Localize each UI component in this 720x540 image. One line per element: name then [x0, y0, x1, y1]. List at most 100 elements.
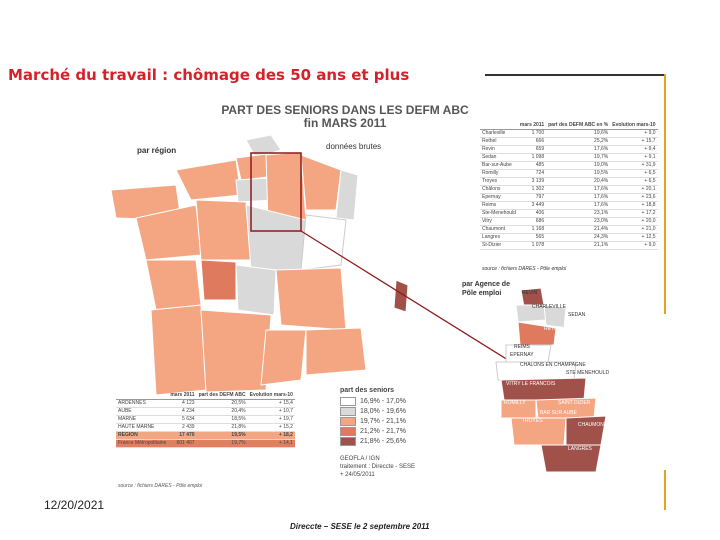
- legend-label: 19,7% - 21,1%: [360, 417, 406, 425]
- agence-cell: 666: [517, 137, 547, 146]
- agence-row: Vitry 686 23,0% + 20,0: [480, 217, 658, 226]
- region-cell: France Métropolitaine: [116, 439, 169, 448]
- agence-cell: 23,0%: [546, 217, 611, 226]
- agence-cell: + 23,6: [610, 193, 658, 202]
- agence-row: Rethel 666 25,2% + 15,7: [480, 137, 658, 146]
- region-cell: + 15,2: [247, 423, 295, 432]
- slide-title: Marché du travail : chômage des 50 ans e…: [8, 66, 410, 84]
- agence-map-label: par Agence de Pôle emploi: [462, 280, 510, 298]
- agence-col-0: [480, 122, 518, 130]
- agence-cell: Ste-Menehould: [480, 209, 518, 218]
- region-table: mars 2011 part des DEFM ABC Evolution ma…: [116, 392, 295, 448]
- agence-cell: + 6,5: [610, 177, 658, 186]
- legend-item: 16,9% - 17,0%: [340, 396, 406, 406]
- agence-row: Sedan 1 098 19,7% + 9,1: [480, 153, 658, 162]
- geo-line2: traitement : Direccte - SESE: [340, 464, 416, 470]
- city-label: BAR SUR AUBE: [540, 410, 577, 416]
- agence-cell: St-Dizier: [480, 241, 518, 250]
- agence-map: [495, 287, 607, 473]
- region-row: REGION 17 470 19,5% + 18,2: [116, 431, 295, 440]
- region-col-2: part des DEFM ABC: [196, 392, 248, 400]
- agence-cell: 797: [517, 193, 547, 202]
- agence-cell: Vitry: [480, 217, 518, 226]
- legend-label: 21,8% - 25,6%: [360, 437, 406, 445]
- agence-row: Langres 565 24,3% + 12,5: [480, 233, 658, 242]
- agence-cell: 1 168: [517, 225, 547, 234]
- city-label: VITRY LE FRANCOIS: [506, 381, 556, 387]
- agence-row: Ste-Menehould 406 23,1% + 17,2: [480, 209, 658, 218]
- agence-cell: + 9,1: [610, 153, 658, 162]
- legend-swatch: [340, 416, 356, 426]
- agence-row: Chaumont 1 168 21,4% + 21,0: [480, 225, 658, 234]
- agence-cell: 21,4%: [546, 225, 611, 234]
- legend-item: 21,2% - 21,7%: [340, 426, 406, 436]
- slide-footer: Direccte – SESE le 2 septembre 2011: [290, 522, 430, 531]
- agence-cell: + 12,5: [610, 233, 658, 242]
- region-limousin: [200, 259, 237, 301]
- agence-cell: Revin: [480, 145, 518, 154]
- region-cell: 20,4%: [196, 407, 248, 416]
- geo-line1: GEOFLA / IGN: [340, 456, 380, 462]
- city-label: CHALONS EN CHAMPAGNE: [520, 362, 586, 368]
- agence-cell: 17,6%: [546, 193, 611, 202]
- agence-cell: Rethel: [480, 137, 518, 146]
- region-col-0: [116, 392, 169, 400]
- agence-cell: + 9,0: [610, 241, 658, 250]
- agence-row: Charleville 1 700 19,6% + 9,0: [480, 129, 658, 138]
- agence-cell: 1 302: [517, 185, 547, 194]
- agence-row: St-Dizier 1 078 21,1% + 9,0: [480, 241, 658, 250]
- agence-cell: 17,6%: [546, 185, 611, 194]
- region-col-3: Evolution mars-10: [247, 392, 295, 400]
- agence-cell: 25,2%: [546, 137, 611, 146]
- region-lorraine: [300, 154, 342, 211]
- agence-cell: + 18,8: [610, 201, 658, 210]
- city-label: SAINT DIZIER: [558, 400, 591, 406]
- region-row: MARNE 5 634 18,5% + 19,7: [116, 415, 295, 424]
- agence-cell: + 9,0: [610, 129, 658, 138]
- region-cell: MARNE: [116, 415, 169, 424]
- figure-title-line2: fin MARS 2011: [303, 116, 387, 130]
- geo-line3: + 24/05/2011: [340, 472, 375, 478]
- france-map: [110, 134, 409, 396]
- agence-cell: + 20,1: [610, 185, 658, 194]
- agence-cell: + 17,2: [610, 209, 658, 218]
- accent-rule-lower: [664, 470, 666, 510]
- agence-row: Reims 3 449 17,6% + 18,8: [480, 201, 658, 210]
- city-label: TROYES: [522, 418, 543, 424]
- map-canvas: [110, 134, 607, 473]
- region-normandie: [175, 159, 242, 201]
- figure-title-line1: PART DES SENIORS DANS LES DEFM ABC: [221, 103, 469, 117]
- agence-label-line1: par Agence de: [462, 281, 510, 288]
- region-aquitaine: [150, 304, 207, 396]
- region-table-source: source : fichiers DARES - Pôle emploi: [118, 483, 203, 489]
- agence-cell: 19,0%: [546, 161, 611, 170]
- city-label: LANGRES: [568, 446, 592, 452]
- agence-cell: Chaumont: [480, 225, 518, 234]
- zone-langres: [540, 444, 602, 473]
- region-poitou: [145, 259, 202, 311]
- legend-label: 16,9% - 17,0%: [360, 397, 406, 405]
- legend-label: 21,2% - 21,7%: [360, 427, 406, 435]
- region-cell: 19,7%: [196, 439, 248, 448]
- agence-cell: 1 098: [517, 153, 547, 162]
- region-midi-pyrenees: [200, 309, 272, 393]
- agence-cell: + 21,0: [610, 225, 658, 234]
- agence-cell: Epernay: [480, 193, 518, 202]
- city-label: CHAUMONT: [578, 422, 607, 428]
- region-corse: [393, 279, 409, 313]
- agence-cell: 17,6%: [546, 201, 611, 210]
- legend-swatch: [340, 426, 356, 436]
- region-cell: + 10,7: [247, 407, 295, 416]
- agence-cell: 24,3%: [546, 233, 611, 242]
- region-row: AUBE 4 234 20,4% + 10,7: [116, 407, 295, 416]
- legend-swatch: [340, 436, 356, 446]
- region-cell: + 15,4: [247, 399, 295, 408]
- agence-cell: Romilly: [480, 169, 518, 178]
- region-franche-comte: [300, 214, 347, 271]
- region-cell: 19,5%: [196, 431, 248, 440]
- agence-cell: 23,1%: [546, 209, 611, 218]
- region-cell: 2 439: [168, 423, 197, 432]
- agence-cell: 19,7%: [546, 153, 611, 162]
- agence-row: Châlons 1 302 17,6% + 20,1: [480, 185, 658, 194]
- agence-cell: 686: [517, 217, 547, 226]
